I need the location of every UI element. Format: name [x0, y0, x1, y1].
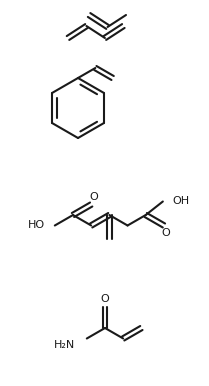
- Text: O: O: [90, 191, 99, 201]
- Text: O: O: [101, 294, 109, 304]
- Text: HO: HO: [28, 220, 45, 230]
- Text: H₂N: H₂N: [54, 340, 75, 350]
- Text: OH: OH: [173, 196, 190, 207]
- Text: O: O: [162, 229, 170, 239]
